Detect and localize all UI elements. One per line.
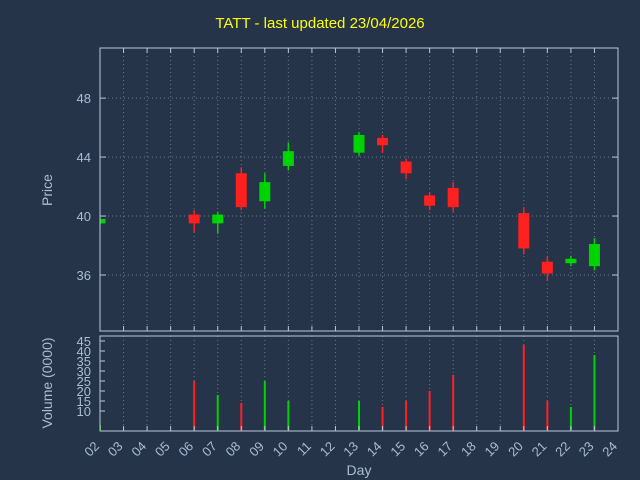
price-tick-label: 48: [77, 91, 91, 106]
gridlines: [99, 48, 619, 431]
candle-day-7: [212, 211, 224, 234]
day-tick-label: 24: [599, 439, 620, 460]
x-axis-label: Day: [346, 462, 372, 478]
candle-body: [565, 258, 577, 264]
candle-body: [377, 137, 389, 146]
day-tick-label: 19: [482, 439, 503, 460]
candle-day-21: [541, 255, 553, 281]
candle-day-13: [353, 132, 365, 156]
day-tick-label: 07: [199, 439, 220, 460]
axes: [99, 47, 619, 432]
candle-day-2: [100, 217, 106, 225]
day-tick-label: 09: [246, 439, 267, 460]
candle-day-14: [377, 134, 389, 153]
chart-title: TATT - last updated 23/04/2026: [215, 15, 425, 32]
day-tick-label: 18: [458, 439, 479, 460]
candle-body: [188, 214, 200, 224]
candle-body: [424, 195, 436, 206]
volume-tick-label: 30: [77, 364, 91, 379]
day-tick-label: 20: [505, 439, 526, 460]
candle-body: [100, 218, 106, 224]
candle-day-9: [259, 173, 271, 209]
day-tick-label: 13: [340, 439, 361, 460]
volume-tick-label: 35: [77, 354, 91, 369]
candles: [100, 132, 600, 281]
candle-day-20: [518, 207, 530, 255]
candle-day-16: [424, 192, 436, 211]
price-tick-label: 44: [77, 150, 91, 165]
candle-day-8: [235, 167, 247, 211]
candle-day-6: [188, 210, 200, 233]
volume-tick-label: 20: [77, 384, 91, 399]
day-tick-label: 08: [223, 439, 244, 460]
candle-body: [212, 214, 224, 224]
day-tick-label: 12: [317, 439, 338, 460]
candle-body: [447, 188, 459, 208]
candle-body: [588, 244, 600, 267]
price-tick-label: 40: [77, 209, 91, 224]
candle-body: [259, 182, 271, 202]
volume-tick-label: 45: [77, 334, 91, 349]
day-tick-label: 02: [81, 439, 102, 460]
day-tick-label: 11: [294, 439, 314, 459]
price-tick-label: 36: [77, 268, 91, 283]
day-tick-label: 22: [552, 439, 573, 460]
day-tick-label: 03: [105, 439, 126, 460]
candle-day-10: [282, 142, 294, 171]
volume-tick-label: 40: [77, 344, 91, 359]
candle-day-17: [447, 182, 459, 212]
day-tick-label: 14: [364, 439, 385, 460]
day-tick-label: 16: [411, 439, 432, 460]
day-tick-label: 06: [175, 439, 196, 460]
day-tick-label: 23: [576, 439, 597, 460]
candle-body: [235, 173, 247, 208]
candle-day-15: [400, 158, 412, 180]
volume-bars: [100, 345, 596, 430]
candle-body: [282, 151, 294, 166]
volume-tick-label: 15: [77, 394, 91, 409]
candle-body: [400, 161, 412, 174]
day-tick-label: 05: [152, 439, 173, 460]
candle-day-23: [588, 238, 600, 271]
volume-tick-label: 10: [77, 404, 91, 419]
candle-body: [541, 261, 553, 274]
day-tick-label: 17: [434, 439, 455, 460]
day-tick-label: 21: [529, 439, 550, 460]
candle-day-22: [565, 255, 577, 267]
volume-tick-label: 25: [77, 374, 91, 389]
day-tick-label: 15: [387, 439, 408, 460]
candle-body: [518, 213, 530, 249]
day-tick-label: 04: [128, 439, 149, 460]
day-tick-label: 10: [270, 439, 291, 460]
candle-body: [353, 134, 365, 153]
